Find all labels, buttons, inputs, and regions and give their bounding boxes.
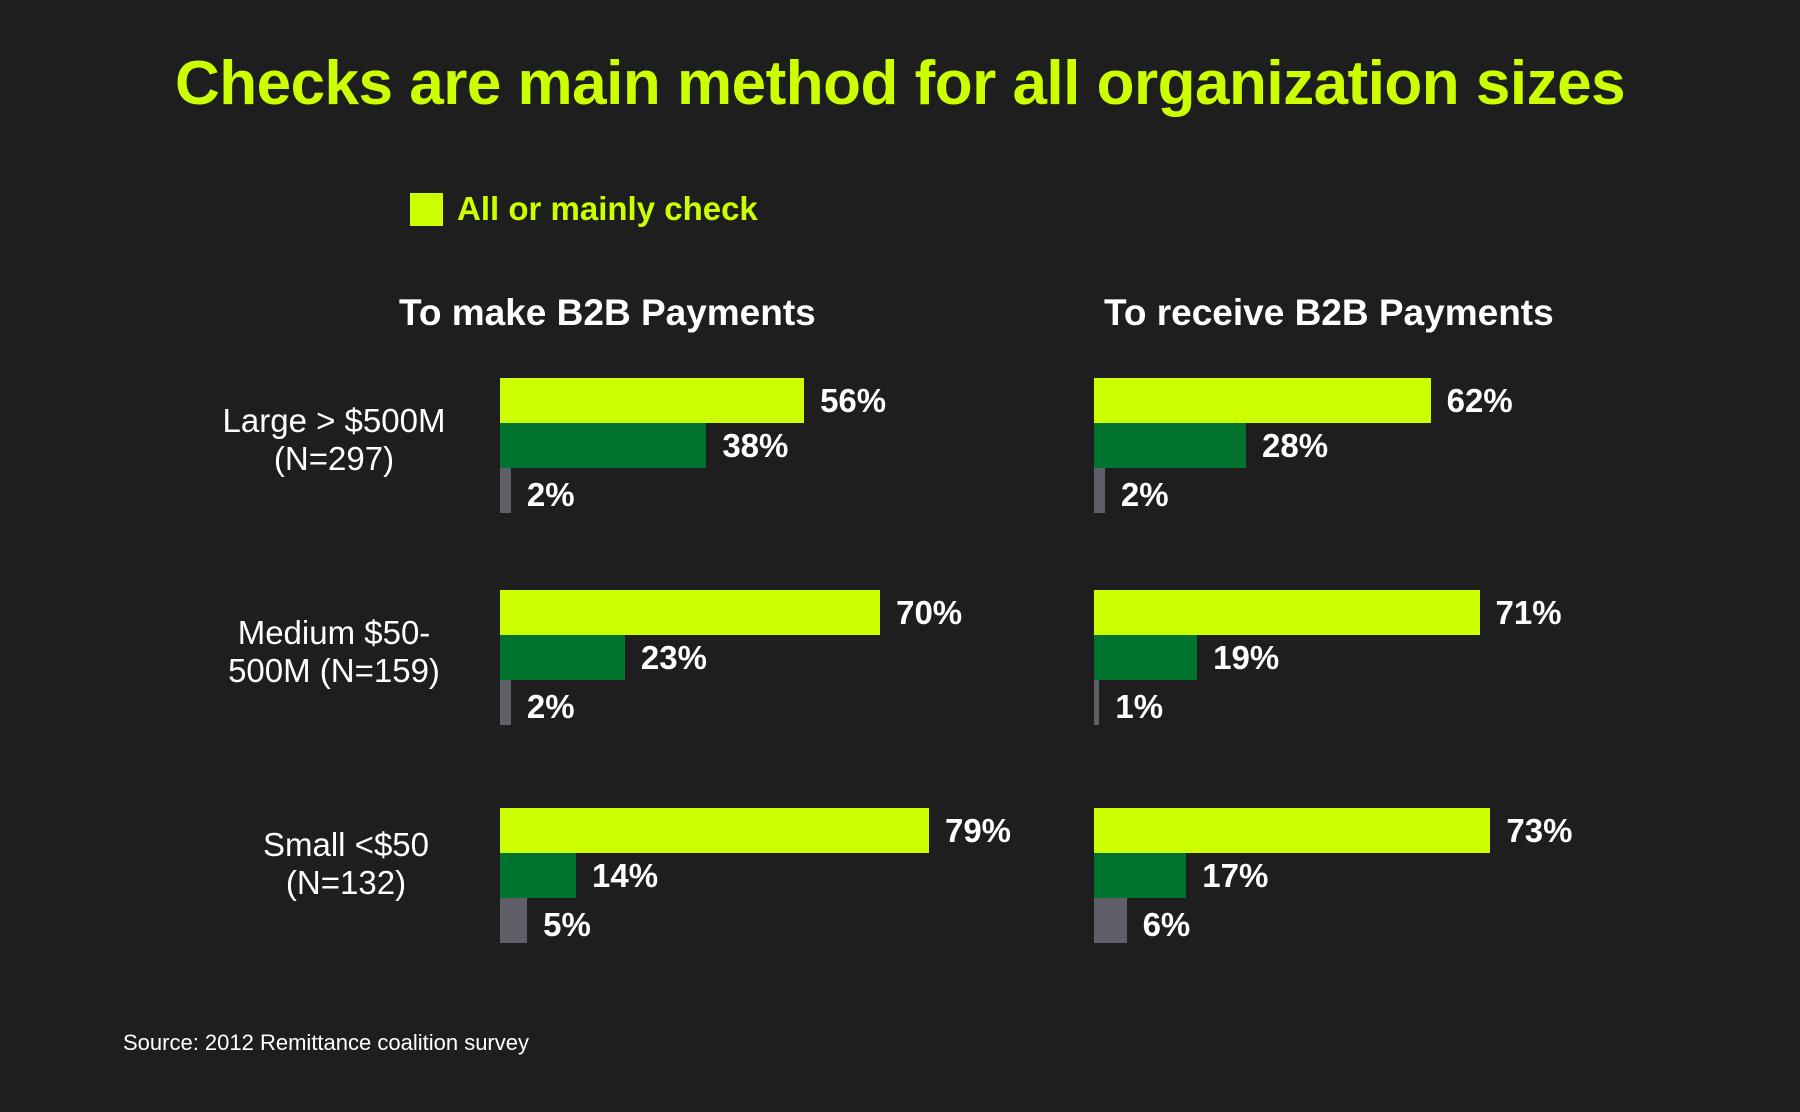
- bar-receive-0-2: [1094, 468, 1105, 513]
- bar-value-label: 71%: [1495, 594, 1562, 631]
- bar-value-label: 6%: [1142, 906, 1191, 943]
- bar-make-0-0: [500, 378, 805, 423]
- bar-value-label: 1%: [1115, 688, 1164, 725]
- group-label-small: Small <$50 (N=132): [216, 826, 476, 902]
- bar-make-0-1: [500, 423, 707, 468]
- bar-receive-0-1: [1094, 423, 1247, 468]
- legend: All or mainly check: [410, 190, 758, 228]
- group-label-medium: Medium $50- 500M (N=159): [204, 614, 464, 690]
- bar-receive-1-2: [1094, 680, 1100, 725]
- bar-value-label: 79%: [944, 812, 1012, 849]
- source-note: Source: 2012 Remittance coalition survey: [123, 1030, 529, 1055]
- group-label-large: Large > $500M (N=297): [204, 402, 464, 478]
- group-label-line2: (N=297): [273, 440, 395, 477]
- bar-value-label: 62%: [1446, 382, 1513, 419]
- group-label-line1: Medium $50-: [237, 614, 431, 651]
- bar-value-label: 17%: [1202, 857, 1269, 894]
- panel-title-receive: To receive B2B Payments: [1104, 292, 1554, 333]
- chart-title: Checks are main method for all organizat…: [174, 49, 1626, 118]
- bar-value-label: 38%: [722, 427, 789, 464]
- bar-value-label: 2%: [526, 476, 575, 513]
- bar-value-label: 2%: [526, 688, 575, 725]
- bar-value-label: 14%: [592, 857, 659, 894]
- bar-value-label: 70%: [896, 594, 963, 631]
- group-label-line1: Small <$50: [262, 826, 429, 863]
- bar-value-label: 19%: [1213, 639, 1280, 676]
- bar-make-1-1: [500, 635, 625, 680]
- bar-make-1-2: [500, 680, 511, 725]
- bar-receive-2-0: [1094, 808, 1491, 853]
- bar-value-label: 73%: [1506, 812, 1573, 849]
- legend-swatch-icon: [410, 192, 443, 226]
- bar-receive-2-1: [1094, 853, 1187, 898]
- bar-make-2-2: [500, 898, 528, 943]
- bar-value-label: 2%: [1120, 476, 1169, 513]
- bar-receive-1-1: [1094, 635, 1198, 680]
- bar-receive-1-0: [1094, 590, 1480, 635]
- bar-value-label: 56%: [820, 382, 887, 419]
- bar-make-0-2: [500, 468, 511, 513]
- bar-make-2-0: [500, 808, 929, 853]
- group-label-line1: Large > $500M: [222, 402, 446, 439]
- bar-value-label: 23%: [640, 639, 707, 676]
- legend-label: All or mainly check: [457, 190, 758, 227]
- group-label-line2: (N=132): [285, 864, 407, 901]
- bar-receive-0-0: [1094, 378, 1431, 423]
- panel-title-make: To make B2B Payments: [399, 292, 816, 333]
- bar-value-label: 28%: [1262, 427, 1329, 464]
- bar-make-1-0: [500, 590, 881, 635]
- bar-value-label: 5%: [543, 906, 591, 943]
- bar-make-2-1: [500, 853, 577, 898]
- bar-receive-2-2: [1094, 898, 1127, 943]
- group-label-line2: 500M (N=159): [228, 652, 440, 689]
